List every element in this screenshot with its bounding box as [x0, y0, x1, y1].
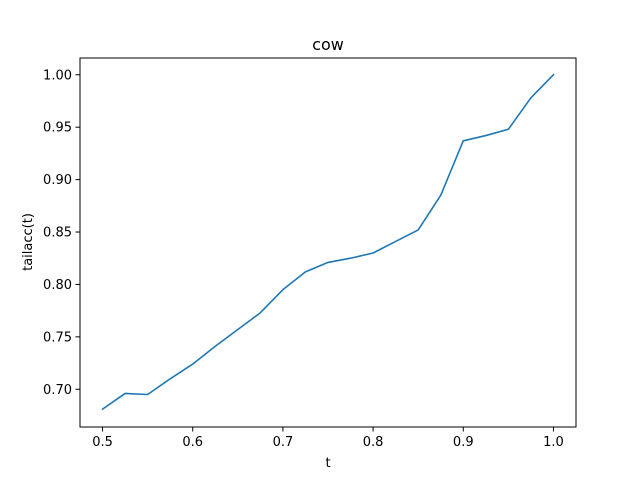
y-tick-label: 0.80 [43, 278, 72, 293]
y-tick-label: 0.75 [43, 330, 72, 345]
x-tick-label: 1.0 [543, 435, 564, 450]
y-tick-label: 0.95 [43, 121, 72, 136]
y-tick-label: 0.85 [43, 226, 72, 241]
x-tick-label: 0.9 [453, 435, 474, 450]
plot-area [101, 73, 555, 411]
axes-frame [79, 57, 577, 428]
chart-title: cow [312, 35, 344, 54]
x-tick-label: 0.6 [182, 435, 203, 450]
y-tick-label: 0.70 [43, 383, 72, 398]
x-tick-label: 0.7 [273, 435, 294, 450]
series-line-0 [101, 73, 555, 411]
y-axis-label: tailacc(t) [21, 213, 36, 271]
y-tick-label: 1.00 [43, 68, 72, 83]
x-tick-label: 0.5 [92, 435, 113, 450]
x-tick-label: 0.8 [363, 435, 384, 450]
x-axis-label: t [325, 456, 330, 471]
tick-layer: 0.5 0.6 0.7 0.8 0.9 1.0 0.70 0.75 0.80 0.85 0.90 0.… [43, 68, 564, 450]
y-tick-label: 0.90 [43, 173, 72, 188]
